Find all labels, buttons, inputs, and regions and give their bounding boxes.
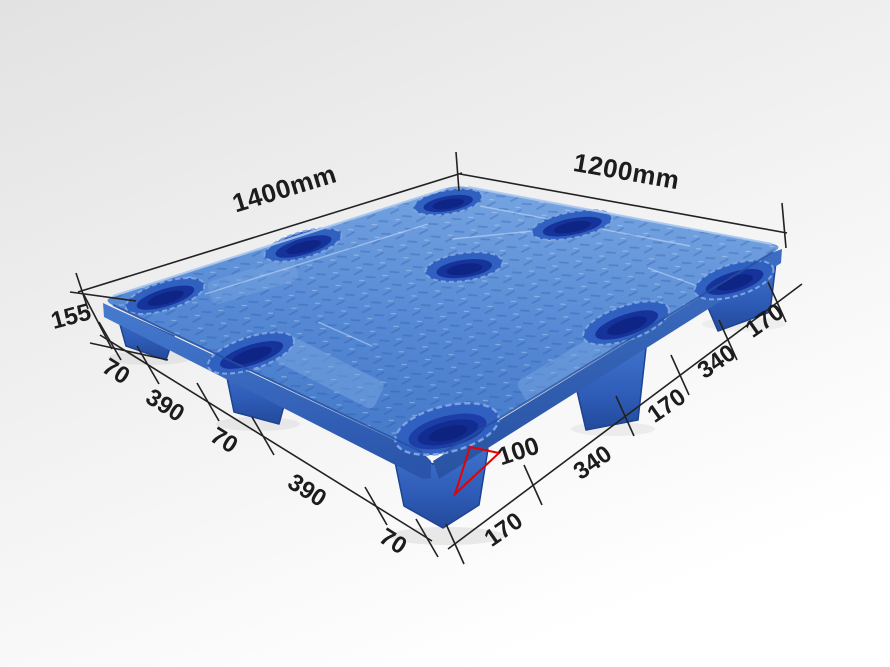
suction-cavity — [424, 251, 504, 283]
deck-edge-highlights — [112, 185, 774, 453]
suction-cavity — [394, 402, 500, 456]
deck-side-right — [433, 249, 782, 479]
deck-side-faces — [103, 249, 782, 479]
deck-smooth-strips — [207, 257, 613, 409]
suction-cavity — [263, 227, 343, 263]
suction-cavity — [693, 259, 775, 301]
deck-seam-lines — [204, 205, 701, 347]
leg-height-marker — [452, 445, 502, 498]
suction-cavity — [530, 209, 614, 241]
suction-cavities — [124, 187, 775, 456]
suction-cavity — [206, 331, 296, 375]
suction-cavity — [412, 187, 484, 217]
suction-cavity — [582, 300, 670, 346]
deck-side-left — [103, 303, 431, 479]
